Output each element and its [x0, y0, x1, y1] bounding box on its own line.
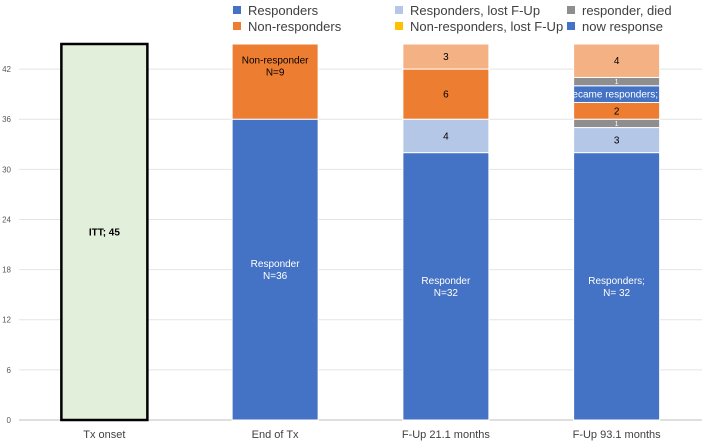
bar-data-label: 1 [615, 79, 619, 86]
legend-item-responders: Responders [233, 2, 318, 18]
x-category-label: End of Tx [252, 429, 299, 441]
legend-label: responder, died [582, 2, 672, 18]
bar-segment-non-responders [231, 43, 319, 120]
bar-segment-responders [402, 152, 490, 421]
legend-label: Non-responders, lost F-Up [410, 18, 564, 34]
legend-item-now-response: now response [567, 18, 663, 34]
bar-data-label: 4 [443, 131, 449, 142]
bar-data-label: 1 [615, 121, 619, 128]
y-tick-label: 24 [2, 215, 11, 224]
bar-segment-responders-lost-f-up [573, 127, 661, 154]
bar-data-label: 3 [443, 52, 449, 63]
y-tick-label: 42 [2, 65, 11, 74]
bar-segment-non-responders [402, 68, 490, 120]
legend-item-non-responders: Non-responders [233, 18, 341, 34]
legend-label: Non-responders [248, 18, 342, 34]
y-tick-label: 0 [7, 416, 12, 425]
y-tick-label: 36 [2, 115, 11, 124]
legend-item-responders-lost-f-up: Responders, lost F-Up [395, 2, 540, 18]
legend-label: Responders, lost F-Up [410, 2, 541, 18]
bar-segment-responders-lost-f-up [402, 118, 490, 154]
bar-segment-itt [60, 42, 149, 422]
bar-segment-non-responders-lost-f-up [402, 43, 490, 70]
legend-swatch [233, 6, 241, 14]
bar-data-label: became responders; 2 [567, 90, 667, 101]
legend-item-responder-died: responder, died [567, 2, 672, 18]
y-tick-label: 18 [2, 266, 11, 275]
y-tick-label: 6 [7, 366, 12, 375]
bar-data-label: 3 [614, 136, 620, 147]
x-category-label: F-Up 93.1 months [573, 429, 662, 441]
legend-swatch [233, 22, 241, 30]
bar-data-label: Responder N=36 [251, 259, 301, 282]
bar-data-label: 6 [443, 90, 449, 101]
y-tick-label: 30 [2, 165, 11, 174]
legend-item-non-responders-lost-f-up: Non-responders, lost F-Up [395, 18, 563, 34]
bar-segment-responders [231, 118, 319, 421]
legend-label: now response [582, 18, 663, 34]
bar-data-label: 2 [614, 106, 620, 117]
bar-segment-non-responders-lost-f-up [573, 43, 661, 78]
x-category-label: Tx onset [83, 429, 125, 441]
legend-swatch [395, 6, 403, 14]
bar-data-label: ITT; 45 [89, 228, 121, 239]
legend-swatch [567, 22, 575, 30]
legend-swatch [395, 22, 403, 30]
bar-data-label: Responder N=32 [421, 276, 471, 299]
legend-label: Responders [248, 2, 319, 18]
bar-data-label: Non-responder N=9 [242, 56, 309, 79]
legend-swatch [567, 6, 575, 14]
x-category-label: F-Up 21.1 months [402, 429, 491, 441]
bar-data-label: Responders; N= 32 [588, 276, 645, 299]
y-tick-label: 12 [2, 316, 11, 325]
bar-data-label: 4 [614, 56, 620, 67]
